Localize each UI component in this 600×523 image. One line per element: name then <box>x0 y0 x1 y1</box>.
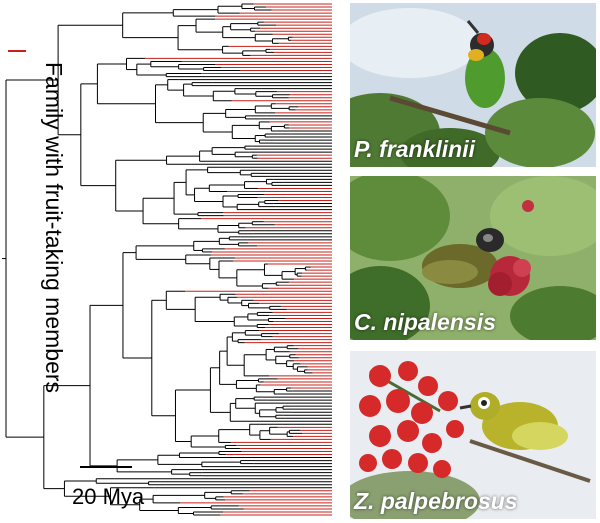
photo-panel-1: P. franklinii <box>350 3 596 167</box>
phylogenetic-tree <box>2 3 332 516</box>
legend-swatch <box>8 50 26 52</box>
bird-photo-2 <box>350 176 596 340</box>
scale-bar-label: 20 Mya <box>72 484 145 509</box>
photo-panel-2: C. nipalensis <box>350 176 596 340</box>
photo-caption-3: Z. palpebrosus <box>354 488 518 514</box>
scale-bar <box>80 466 132 468</box>
legend-label: Family with fruit-taking members <box>41 62 67 394</box>
bird-photo-1 <box>350 3 596 167</box>
photo-caption-1: P. franklinii <box>354 136 476 162</box>
bird-photo-3 <box>350 351 596 519</box>
photo-panel-3: Z. palpebrosus <box>350 351 596 519</box>
photo-caption-2: C. nipalensis <box>354 309 496 335</box>
